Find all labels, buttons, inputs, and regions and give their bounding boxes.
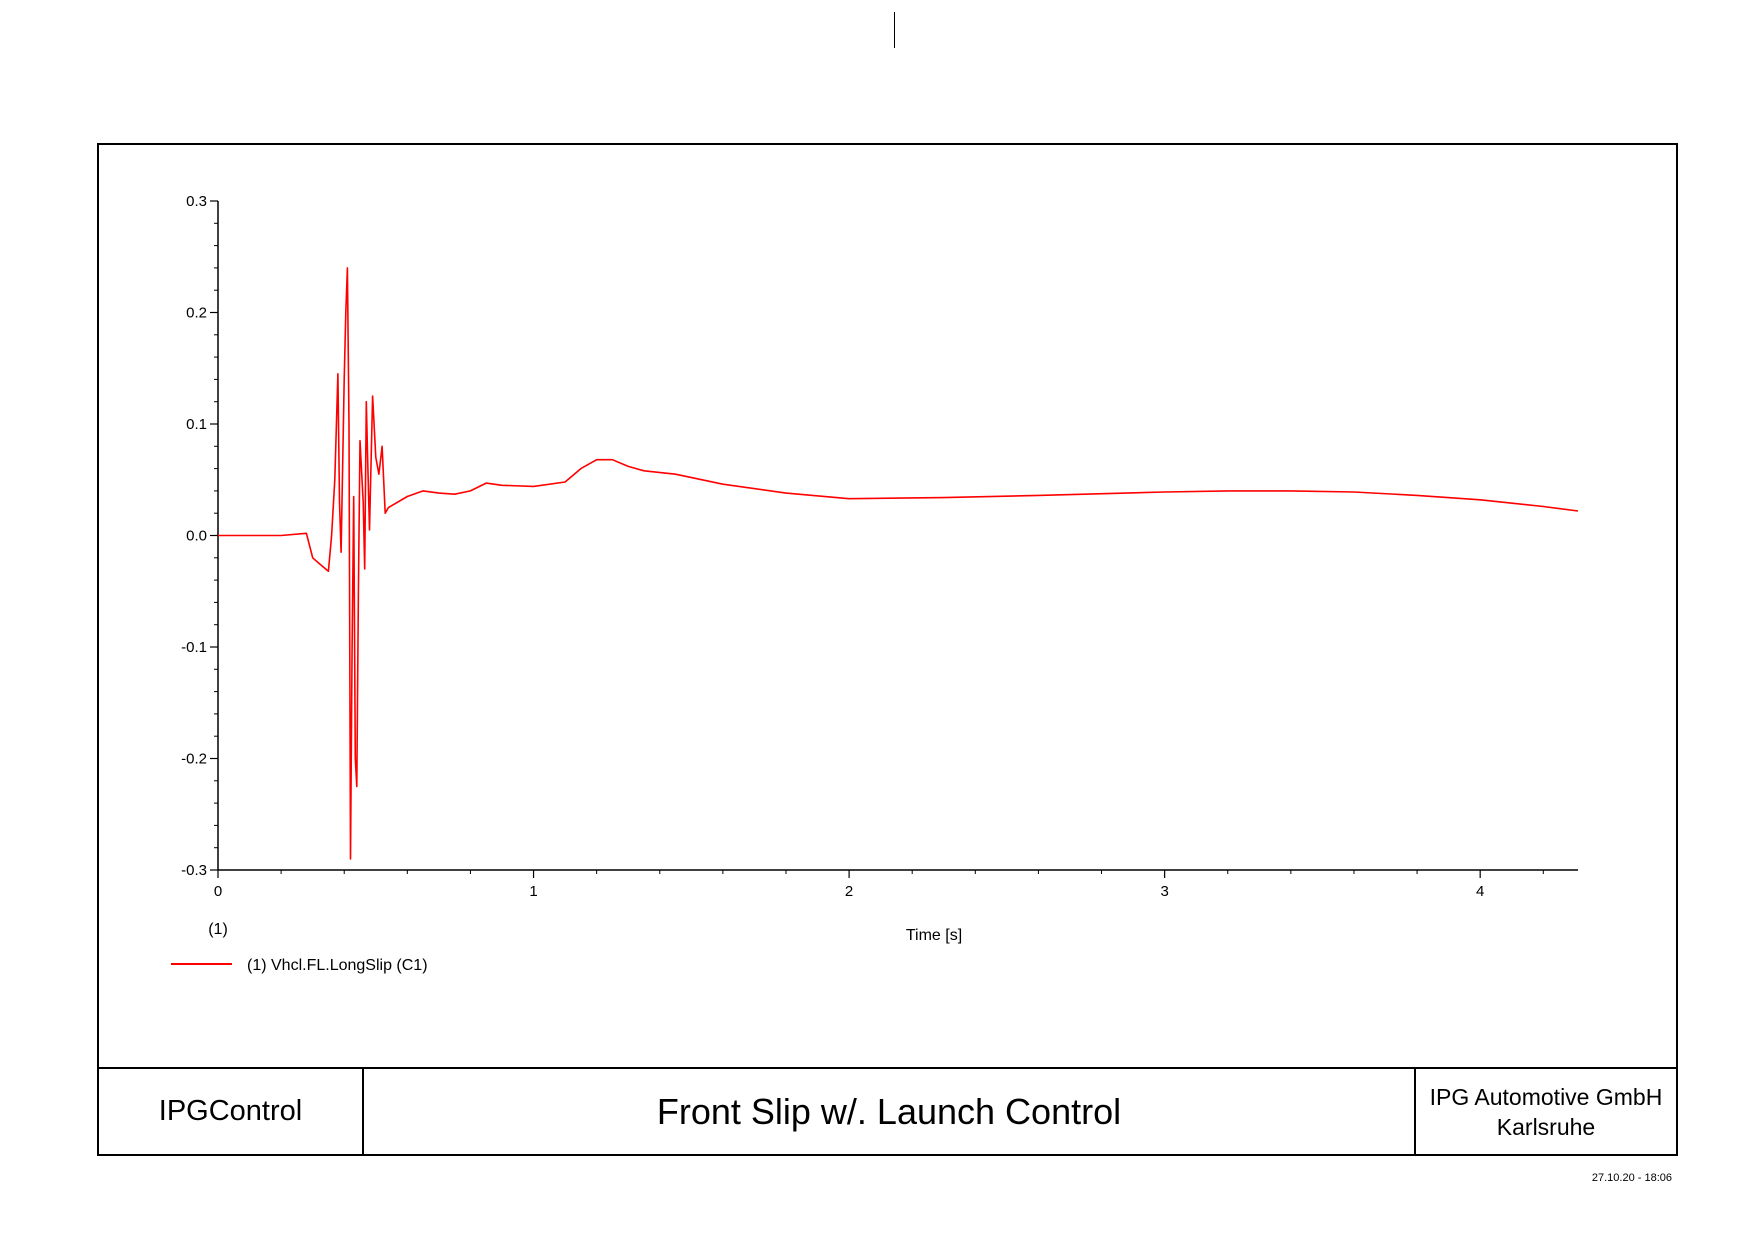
series-layer xyxy=(218,267,1579,860)
axes xyxy=(217,201,1578,871)
y-tick-label: -0.2 xyxy=(181,751,207,768)
x-tick-label: 4 xyxy=(1476,883,1484,900)
series-line xyxy=(218,267,1579,860)
y-axis-ticks: -0.3 -0.2 -0.1 0.0 0.1 0.2 0.3 xyxy=(181,193,218,879)
x-tick-label: 2 xyxy=(845,883,853,900)
title-block-title: Front Slip w/. Launch Control xyxy=(364,1069,1416,1154)
y-tick-label: 0.3 xyxy=(186,193,207,210)
chart: -0.3 -0.2 -0.1 0.0 0.1 0.2 0.3 0 1 2 3 4 (1) Time … xyxy=(171,193,1579,974)
x-axis-label: Time [s] xyxy=(906,927,962,944)
x-tick-label: 0 xyxy=(214,883,222,900)
y-tick-label: 0.0 xyxy=(186,528,207,545)
title-block-company: IPG Automotive GmbH Karlsruhe xyxy=(1416,1069,1676,1154)
y-tick-label: 0.2 xyxy=(186,305,207,322)
x-tick-label: 3 xyxy=(1160,883,1168,900)
title-block-app: IPGControl xyxy=(99,1069,364,1154)
report-title: Front Slip w/. Launch Control xyxy=(656,1090,1122,1132)
legend-label: (1) Vhcl.FL.LongSlip (C1) xyxy=(247,957,428,974)
company-city: Karlsruhe xyxy=(1496,1113,1596,1140)
plot-frame: -0.3 -0.2 -0.1 0.0 0.1 0.2 0.3 0 1 2 3 4 (1) Time … xyxy=(97,143,1678,1156)
x-axis-ticks: 0 1 2 3 4 xyxy=(214,870,1544,900)
title-block: IPGControl Front Slip w/. Launch Control… xyxy=(99,1067,1676,1154)
app-name: IPGControl xyxy=(158,1095,303,1127)
y-tick-label: -0.1 xyxy=(181,639,207,656)
axis-marker-label: (1) xyxy=(208,921,228,938)
page-marker-line xyxy=(894,12,895,48)
timestamp: 27.10.20 - 18:06 xyxy=(1591,1172,1672,1184)
x-tick-label: 1 xyxy=(529,883,537,900)
y-tick-label: -0.3 xyxy=(181,862,207,879)
company-name: IPG Automotive GmbH xyxy=(1429,1083,1663,1110)
legend: (1) Vhcl.FL.LongSlip (C1) xyxy=(171,957,428,974)
y-tick-label: 0.1 xyxy=(186,416,207,433)
